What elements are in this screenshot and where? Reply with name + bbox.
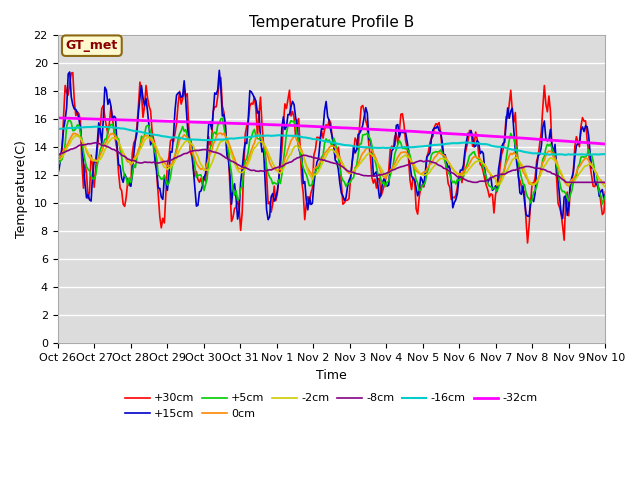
-2cm (54, 156, 61, 162)
+5cm (217, 116, 225, 122)
Line: +15cm: +15cm (58, 71, 605, 220)
-8cm (218, 153, 226, 158)
+30cm (69, 70, 77, 75)
+5cm (218, 115, 226, 121)
-16cm (295, 133, 303, 139)
-16cm (237, 135, 244, 141)
-32cm (602, 141, 609, 147)
+30cm (237, 228, 244, 233)
-16cm (92, 124, 99, 130)
Line: -8cm: -8cm (58, 143, 605, 182)
Line: +30cm: +30cm (58, 72, 605, 243)
+5cm (598, 201, 606, 207)
0cm (565, 183, 573, 189)
+30cm (295, 116, 303, 121)
0cm (121, 154, 129, 159)
-8cm (470, 180, 478, 185)
-16cm (574, 152, 582, 157)
-8cm (602, 180, 609, 185)
-2cm (573, 175, 580, 180)
+30cm (122, 194, 130, 200)
+30cm (218, 103, 226, 109)
Title: Temperature Profile B: Temperature Profile B (249, 15, 414, 30)
-32cm (217, 120, 225, 126)
Line: 0cm: 0cm (58, 133, 605, 186)
-2cm (72, 132, 80, 138)
-32cm (54, 115, 61, 121)
X-axis label: Time: Time (316, 369, 347, 382)
-8cm (246, 167, 253, 173)
+5cm (602, 193, 609, 199)
+30cm (602, 189, 609, 195)
-32cm (571, 139, 579, 144)
+15cm (218, 113, 226, 119)
-16cm (246, 134, 253, 140)
-8cm (92, 140, 99, 145)
0cm (54, 155, 61, 161)
+5cm (573, 172, 580, 178)
0cm (217, 130, 225, 136)
Line: -2cm: -2cm (58, 135, 605, 187)
-8cm (237, 163, 244, 169)
-8cm (122, 155, 130, 160)
-16cm (122, 126, 130, 132)
Text: GT_met: GT_met (66, 39, 118, 52)
-2cm (602, 184, 609, 190)
Legend: +30cm, +15cm, +5cm, 0cm, -2cm, -8cm, -16cm, -32cm: +30cm, +15cm, +5cm, 0cm, -2cm, -8cm, -16… (121, 389, 542, 423)
+5cm (295, 138, 303, 144)
+15cm (121, 171, 129, 177)
-16cm (218, 137, 226, 143)
-16cm (562, 152, 570, 158)
-16cm (602, 151, 609, 157)
+15cm (216, 68, 223, 73)
+5cm (54, 161, 61, 167)
-2cm (218, 138, 226, 144)
+5cm (246, 137, 253, 143)
+5cm (237, 186, 244, 192)
+30cm (574, 139, 582, 144)
Line: +5cm: +5cm (58, 118, 605, 204)
Line: -32cm: -32cm (58, 118, 605, 144)
-2cm (237, 169, 244, 175)
0cm (220, 130, 228, 136)
+15cm (54, 172, 61, 178)
+15cm (237, 180, 244, 185)
+15cm (574, 141, 582, 146)
0cm (237, 166, 244, 171)
-32cm (236, 120, 243, 126)
0cm (574, 165, 582, 171)
Y-axis label: Temperature(C): Temperature(C) (15, 141, 28, 238)
-2cm (295, 144, 303, 150)
-8cm (54, 153, 61, 158)
Line: -16cm: -16cm (58, 127, 605, 155)
+15cm (296, 151, 304, 156)
0cm (295, 141, 303, 147)
-32cm (293, 123, 301, 129)
-2cm (122, 155, 130, 161)
-32cm (244, 121, 252, 127)
+30cm (246, 103, 253, 109)
+15cm (246, 88, 253, 94)
0cm (602, 180, 609, 186)
+15cm (264, 217, 272, 223)
-16cm (54, 126, 61, 132)
-8cm (295, 155, 303, 160)
+30cm (524, 240, 531, 246)
-2cm (246, 157, 253, 163)
+5cm (121, 173, 129, 179)
+30cm (54, 175, 61, 180)
+15cm (602, 192, 609, 197)
-8cm (574, 180, 582, 185)
0cm (246, 152, 253, 157)
-32cm (121, 117, 129, 123)
